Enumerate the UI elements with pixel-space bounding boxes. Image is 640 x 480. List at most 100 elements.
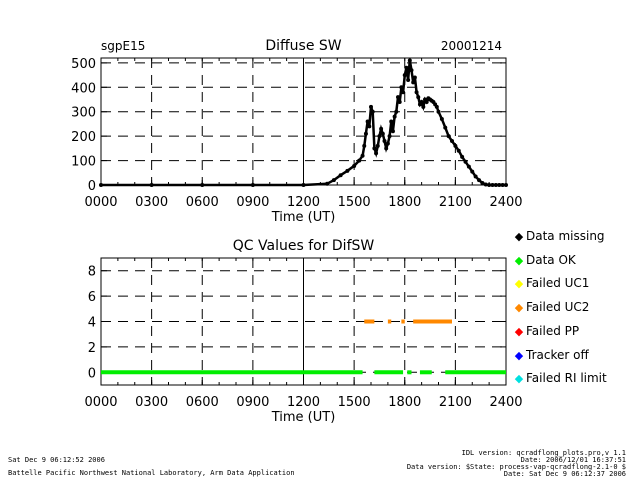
top-data-point xyxy=(149,183,154,187)
legend-label: Data missing xyxy=(526,229,605,243)
top-data-point xyxy=(352,163,357,168)
top-x-tick-label: 2400 xyxy=(489,195,522,210)
qc-y-tick-label: 2 xyxy=(88,341,96,356)
legend-label: Failed UC2 xyxy=(526,300,590,315)
top-data-point xyxy=(406,77,411,82)
top-data-point xyxy=(385,141,390,146)
legend-diamond-icon: ◆ xyxy=(514,277,524,291)
top-x-tick-label: 2100 xyxy=(439,195,472,210)
top-data-point xyxy=(416,95,421,100)
top-data-point xyxy=(357,158,362,163)
qc-y-tick-label: 4 xyxy=(88,316,96,331)
legend-item: ◆ Failed RI limit xyxy=(512,371,607,385)
top-data-point xyxy=(367,124,372,129)
top-data-point xyxy=(380,131,385,136)
legend-diamond-icon: ◆ xyxy=(514,324,524,338)
qc-chart-title: QC Values for DifSW xyxy=(233,238,375,254)
top-data-point xyxy=(419,99,424,104)
qc-y-tick-label: 6 xyxy=(88,290,96,305)
top-x-tick-label: 0000 xyxy=(84,195,117,210)
top-data-point xyxy=(504,183,508,187)
top-x-tick-label: 0300 xyxy=(135,195,168,210)
qc-x-tick-label: 0000 xyxy=(84,395,117,410)
qc-x-tick-label: 1800 xyxy=(388,395,421,410)
legend-label: Failed PP xyxy=(526,323,580,338)
top-data-point xyxy=(466,164,471,169)
top-data-point xyxy=(250,183,255,187)
top-y-tick-label: 100 xyxy=(71,155,96,170)
top-data-point xyxy=(453,143,458,148)
top-data-point xyxy=(392,114,397,119)
top-data-point xyxy=(301,183,306,187)
top-y-tick-label: 0 xyxy=(88,179,96,194)
top-y-tick-label: 400 xyxy=(71,81,96,96)
top-data-point xyxy=(424,99,429,104)
top-data-point xyxy=(382,139,387,144)
top-data-point xyxy=(200,183,205,187)
top-x-tick-label: 1200 xyxy=(287,195,320,210)
top-y-tick-label: 300 xyxy=(71,106,96,121)
top-data-point xyxy=(456,148,461,153)
footer-right-4: Date: Sat Dec 9 06:12:37 2006 xyxy=(503,470,626,478)
qc-x-tick-label: 1200 xyxy=(287,395,320,410)
qc-x-tick-label: 0300 xyxy=(135,395,168,410)
legend-item: ◆ Failed UC1 xyxy=(512,276,590,291)
qc-x-tick-label: 2400 xyxy=(489,395,522,410)
top-data-point xyxy=(399,85,404,90)
top-data-point xyxy=(363,131,368,136)
top-data-point xyxy=(397,99,402,104)
top-chart-title: Diffuse SW xyxy=(265,38,341,54)
top-data-point xyxy=(497,183,502,187)
top-data-point xyxy=(483,182,488,187)
top-data-point xyxy=(407,58,412,63)
top-y-tick-label: 200 xyxy=(71,130,96,145)
top-x-tick-label: 0900 xyxy=(236,195,269,210)
top-data-point xyxy=(446,134,451,139)
top-data-point xyxy=(477,178,481,183)
top-data-point xyxy=(412,75,417,80)
top-data-point xyxy=(463,159,468,164)
top-data-point xyxy=(369,104,373,109)
legend-diamond-icon: ◆ xyxy=(514,253,524,267)
top-data-point xyxy=(377,134,382,139)
top-data-point xyxy=(414,90,419,95)
legend-label: Failed UC1 xyxy=(526,276,590,291)
top-data-point xyxy=(360,153,365,158)
top-data-point xyxy=(325,181,330,186)
qc-x-axis-label: Time (UT) xyxy=(271,410,336,425)
footer-left-date: Sat Dec 9 06:12:52 2006 xyxy=(8,456,105,464)
top-data-point xyxy=(379,126,384,131)
top-data-point xyxy=(404,65,409,70)
top-data-point xyxy=(490,183,495,187)
top-x-tick-label: 1500 xyxy=(338,195,371,210)
top-data-point xyxy=(365,119,370,124)
qc-x-tick-label: 0600 xyxy=(186,395,219,410)
top-data-point xyxy=(421,104,426,109)
top-data-point xyxy=(434,104,439,109)
top-data-point xyxy=(460,154,465,159)
top-y-tick-label: 500 xyxy=(71,57,96,72)
top-data-point xyxy=(362,143,367,148)
top-data-point xyxy=(370,109,375,114)
top-data-point xyxy=(345,168,350,173)
top-x-axis-label: Time (UT) xyxy=(271,210,336,225)
top-data-point xyxy=(374,151,379,156)
top-data-point xyxy=(470,169,475,174)
top-x-tick-label: 1800 xyxy=(388,195,421,210)
footer-right-2: Date: 2006/12/01 16:37:51 xyxy=(520,456,626,464)
top-data-point xyxy=(401,90,406,95)
legend-item: ◆ Data missing xyxy=(512,229,605,243)
legend-diamond-icon: ◆ xyxy=(514,348,524,362)
legend-label: Tracker off xyxy=(526,347,589,362)
legend-diamond-icon: ◆ xyxy=(514,372,524,386)
top-data-point xyxy=(394,109,399,114)
qc-x-tick-label: 0900 xyxy=(236,395,269,410)
qc-y-tick-label: 0 xyxy=(88,366,96,381)
qc-x-tick-label: 1500 xyxy=(338,395,371,410)
top-data-point xyxy=(99,183,103,187)
top-x-tick-label: 0600 xyxy=(186,195,219,210)
top-data-point xyxy=(450,139,454,144)
top-data-point xyxy=(387,134,392,139)
